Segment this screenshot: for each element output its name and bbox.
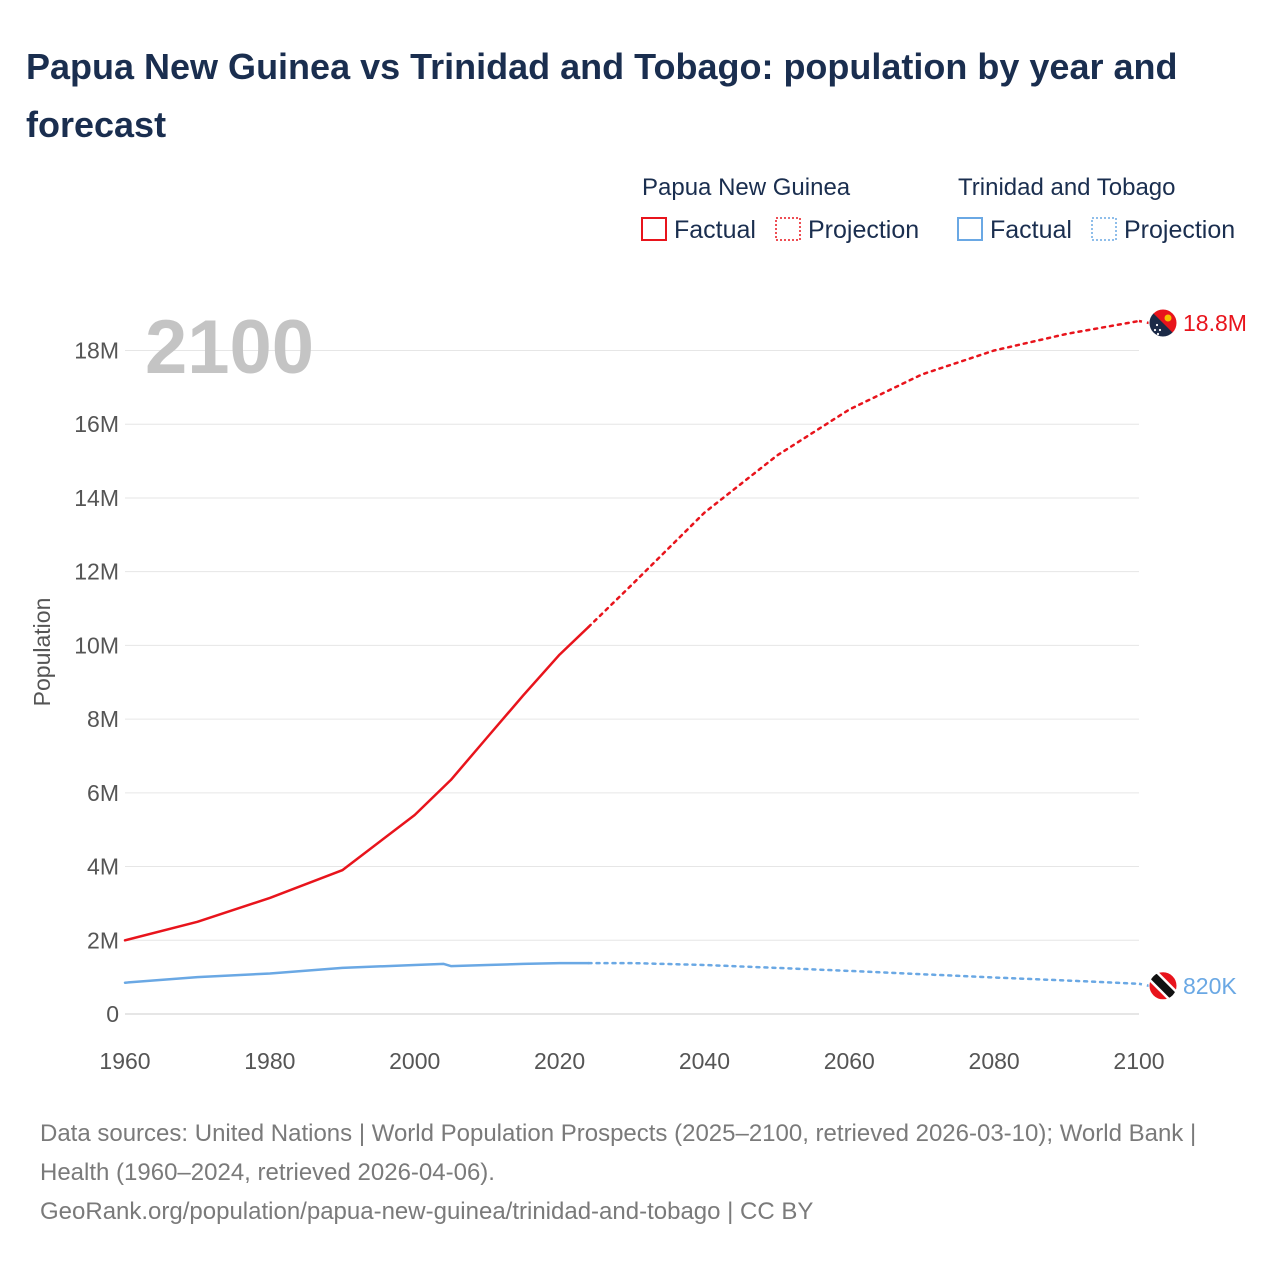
- series-line-tto-projection: [587, 961, 1141, 986]
- series-connector-tto: [1138, 982, 1150, 987]
- legend-tto-projection-swatch: [1091, 217, 1117, 241]
- y-tick-label: 12M: [74, 559, 119, 585]
- series-line-png-projection: [587, 319, 1141, 629]
- x-tick-label: 2060: [824, 1048, 875, 1074]
- legend-tto-factual-swatch: [957, 217, 983, 241]
- legend-png-factual-swatch: [641, 217, 667, 241]
- series-line-tto-factual: [123, 961, 590, 984]
- legend-png-factual-label: Factual: [674, 216, 756, 244]
- y-tick-label: 6M: [87, 780, 119, 806]
- y-tick-label: 0: [106, 1001, 119, 1027]
- y-tick-label: 8M: [87, 706, 119, 732]
- x-tick-label: 2000: [389, 1048, 440, 1074]
- legend: Papua New Guinea Factual Projection Trin…: [641, 174, 1235, 244]
- legend-tto-projection-label: Projection: [1124, 216, 1235, 244]
- grid-lines: [125, 350, 1139, 1015]
- y-axis-label: Population: [29, 598, 55, 707]
- y-tick-label: 16M: [74, 411, 119, 437]
- papua-new-guinea-flag-icon: [1148, 308, 1178, 338]
- legend-group-tto: Trinidad and Tobago: [958, 174, 1176, 201]
- source-link[interactable]: GeoRank.org/population/papua-new-guinea/…: [40, 1198, 814, 1225]
- x-tick-label: 2020: [534, 1048, 585, 1074]
- end-label-tto: 820K: [1183, 973, 1237, 999]
- x-tick-label: 2080: [969, 1048, 1020, 1074]
- series-connector-png: [1138, 319, 1150, 325]
- series-lines: [123, 319, 1141, 986]
- end-label-png: 18.8M: [1183, 310, 1247, 336]
- footer: Data sources: United Nations | World Pop…: [40, 1114, 1240, 1231]
- y-axis-ticks: 0 2M 4M 6M 8M 10M 12M 14M 16M 18M: [74, 338, 119, 1028]
- end-markers: 18.8M 820K: [1138, 308, 1247, 1001]
- y-tick-label: 18M: [74, 338, 119, 364]
- y-tick-label: 2M: [87, 927, 119, 953]
- x-tick-label: 1960: [99, 1048, 150, 1074]
- x-tick-label: 1980: [244, 1048, 295, 1074]
- y-tick-label: 4M: [87, 854, 119, 880]
- legend-tto-factual-label: Factual: [990, 216, 1072, 244]
- legend-group-png: Papua New Guinea: [642, 174, 851, 201]
- series-line-png-factual: [123, 625, 590, 942]
- data-sources-text: Data sources: United Nations | World Pop…: [40, 1120, 1197, 1186]
- y-tick-label: 14M: [74, 485, 119, 511]
- trinidad-and-tobago-flag-icon: [1148, 971, 1178, 1001]
- year-watermark: 2100: [145, 305, 314, 390]
- x-tick-label: 2040: [679, 1048, 730, 1074]
- y-tick-label: 10M: [74, 632, 119, 658]
- x-tick-label: 2100: [1113, 1048, 1164, 1074]
- chart-title: Papua New Guinea vs Trinidad and Tobago:…: [26, 46, 1178, 145]
- x-axis-ticks: 1960 1980 2000 2020 2040 2060 2080 2100: [99, 1048, 1164, 1074]
- legend-png-projection-swatch: [775, 217, 801, 241]
- legend-png-projection-label: Projection: [808, 216, 919, 244]
- population-chart: Papua New Guinea Factual Projection Trin…: [29, 174, 1247, 1074]
